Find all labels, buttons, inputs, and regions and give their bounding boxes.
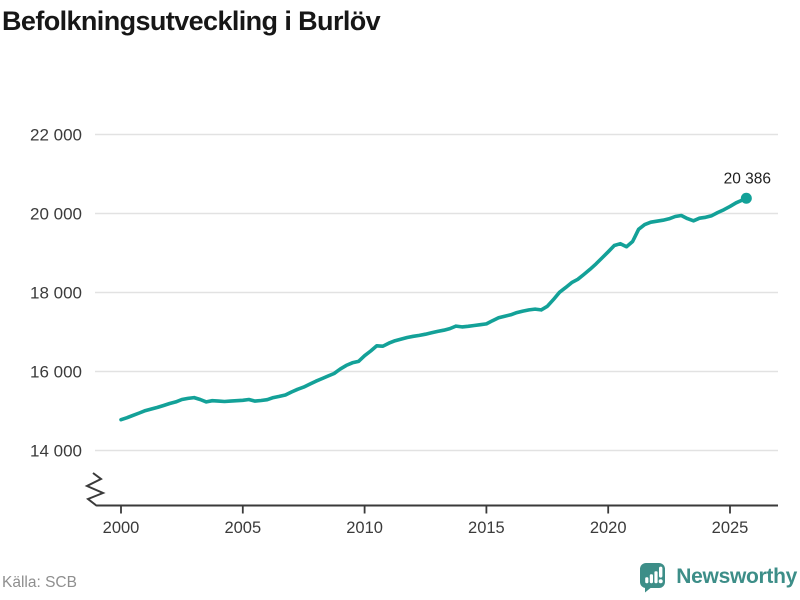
y-axis-tick-label: 22 000 bbox=[30, 126, 82, 145]
x-axis-tick-label: 2020 bbox=[590, 519, 627, 537]
x-axis-tick-label: 2025 bbox=[712, 519, 749, 537]
y-axis-tick-label: 14 000 bbox=[30, 442, 82, 461]
x-axis-tick-label: 2005 bbox=[224, 519, 261, 537]
newsworthy-icon bbox=[640, 563, 666, 593]
end-point-marker bbox=[740, 192, 752, 204]
chart-title: Befolkningsutveckling i Burlöv bbox=[2, 6, 381, 36]
newsworthy-wordmark: Newsworthy bbox=[676, 565, 797, 588]
y-axis-tick-label: 16 000 bbox=[30, 363, 82, 382]
x-axis-tick-label: 2010 bbox=[346, 519, 383, 537]
axis-break-icon bbox=[84, 472, 106, 507]
source-credit: Källa: SCB bbox=[2, 574, 77, 591]
y-axis-tick-label: 18 000 bbox=[30, 284, 82, 303]
x-axis-tick-label: 2000 bbox=[103, 519, 140, 537]
population-line bbox=[119, 196, 749, 422]
y-axis-tick-label: 20 000 bbox=[30, 205, 82, 224]
newsworthy-logo[interactable]: Newsworthy bbox=[638, 561, 797, 593]
x-axis-tick-label: 2015 bbox=[468, 519, 505, 537]
end-value-label: 20 386 bbox=[724, 170, 771, 187]
line-chart: 22 000 20 000 18 000 16 000 14 000 2000 2005 20… bbox=[30, 126, 778, 537]
